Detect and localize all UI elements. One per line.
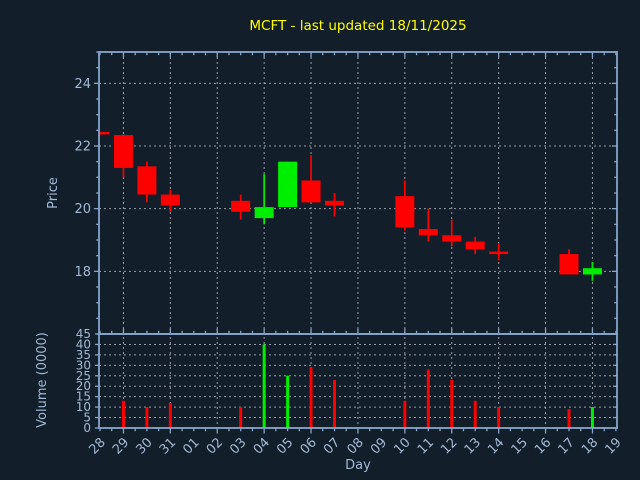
volume-tick-label-25: 25	[76, 369, 91, 383]
day-tick-label-04: 04	[251, 435, 273, 457]
price-tick-label-18: 18	[74, 265, 91, 280]
day-tick-label-31: 31	[157, 435, 179, 457]
day-tick-label-14: 14	[485, 435, 507, 457]
candle-day-28	[99, 131, 110, 135]
volume-bar-day-18	[590, 407, 594, 428]
day-tick-label-09: 09	[368, 435, 390, 457]
volume-bar-day-06	[309, 367, 313, 428]
candle-day-17	[559, 254, 579, 275]
day-tick-label-13: 13	[462, 435, 484, 457]
day-tick-label-12: 12	[438, 435, 460, 457]
candle-day-18	[582, 268, 602, 275]
candles-layer	[99, 131, 602, 281]
volume-tick-label-10: 10	[76, 400, 91, 414]
volume-bars-layer	[121, 344, 594, 428]
volume-tick-label-40: 40	[76, 337, 91, 351]
volume-tick-label-20: 20	[76, 379, 91, 393]
day-tick-label-19: 19	[602, 435, 624, 457]
volume-tick-label-15: 15	[76, 390, 91, 404]
day-tick-label-08: 08	[344, 435, 366, 457]
candle-day-30	[137, 166, 157, 195]
day-tick-label-29: 29	[110, 435, 132, 457]
day-tick-label-05: 05	[274, 435, 296, 457]
day-tick-label-01: 01	[180, 435, 202, 457]
volume-tick-label-5: 5	[83, 411, 91, 425]
candle-day-07	[325, 200, 344, 206]
candle-day-11	[418, 229, 438, 236]
volume-tick-label-35: 35	[76, 348, 91, 362]
candle-day-12	[442, 235, 462, 242]
day-tick-label-03: 03	[227, 435, 249, 457]
price-tick-label-20: 20	[74, 202, 91, 217]
volume-bar-day-10	[403, 400, 407, 428]
volume-bar-day-29	[121, 400, 125, 428]
volume-tick-label-30: 30	[76, 358, 91, 372]
day-tick-label-15: 15	[509, 435, 531, 457]
candle-day-10	[395, 196, 415, 228]
gridlines-layer	[99, 52, 617, 428]
day-tick-label-30: 30	[133, 435, 155, 457]
day-tick-label-06: 06	[298, 435, 320, 457]
chart-title: MCFT - last updated 18/11/2025	[249, 18, 466, 34]
ticks-layer	[94, 51, 617, 434]
candle-day-14	[489, 251, 509, 255]
day-tick-label-16: 16	[532, 435, 554, 457]
volume-bar-day-13	[473, 400, 477, 428]
volume-bar-day-11	[426, 369, 430, 428]
candle-day-31	[160, 194, 180, 206]
candle-day-13	[465, 241, 485, 250]
volume-bar-day-17	[567, 409, 571, 428]
day-tick-label-11: 11	[415, 435, 437, 457]
candle-day-05	[278, 161, 298, 208]
day-tick-label-07: 07	[321, 435, 343, 457]
x-axis-label: Day	[345, 458, 371, 473]
day-tick-label-10: 10	[391, 435, 413, 457]
candle-day-03	[231, 200, 251, 212]
volume-axis-label: Volume (0000)	[35, 332, 50, 428]
volume-tick-label-45: 45	[76, 327, 91, 341]
volume-tick-label-0: 0	[83, 421, 91, 435]
day-tick-label-28: 28	[87, 435, 109, 457]
candle-day-06	[301, 180, 321, 203]
volume-bar-day-03	[239, 407, 243, 428]
candle-day-04	[254, 207, 274, 219]
candle-day-29	[113, 135, 133, 168]
volume-bar-day-14	[497, 407, 501, 428]
volume-bar-day-30	[145, 407, 149, 428]
volume-bar-day-04	[262, 344, 266, 428]
volume-bar-day-31	[168, 402, 172, 428]
volume-bar-day-12	[450, 379, 454, 428]
volume-bar-day-07	[333, 379, 336, 428]
day-tick-label-18: 18	[579, 435, 601, 457]
price-axis-label: Price	[46, 177, 61, 209]
volume-bar-day-05	[286, 375, 290, 428]
price-tick-label-24: 24	[74, 77, 91, 92]
day-tick-label-17: 17	[556, 435, 578, 457]
day-tick-label-02: 02	[204, 435, 226, 457]
price-tick-label-22: 22	[74, 140, 91, 155]
